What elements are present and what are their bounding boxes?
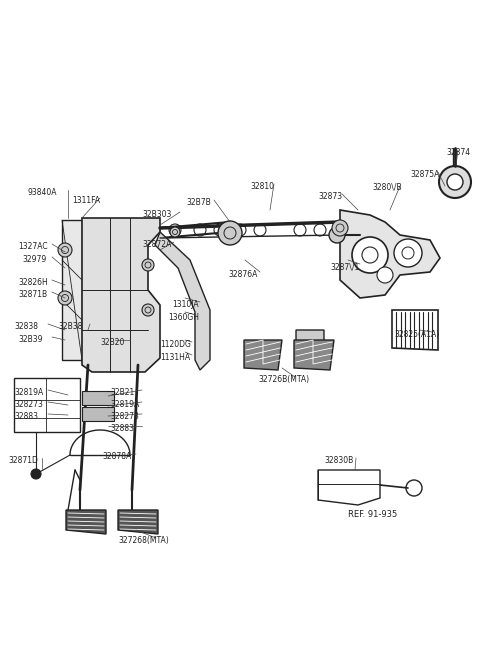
Text: 32873: 32873: [318, 192, 342, 201]
Text: REF. 91-935: REF. 91-935: [348, 510, 397, 519]
Polygon shape: [155, 232, 210, 370]
Text: 32883: 32883: [110, 424, 134, 433]
Text: 32B20: 32B20: [100, 338, 124, 347]
Text: 93840A: 93840A: [28, 188, 58, 197]
Text: 32810: 32810: [250, 182, 274, 191]
Circle shape: [142, 259, 154, 271]
Text: 32871B: 32871B: [18, 290, 47, 299]
Text: 1120DG: 1120DG: [160, 340, 191, 349]
Circle shape: [31, 469, 41, 479]
Text: 3280\/B: 3280\/B: [372, 183, 402, 192]
Text: 328273: 328273: [14, 400, 43, 409]
Text: 1131HA: 1131HA: [160, 353, 190, 362]
Text: 32874: 32874: [446, 148, 470, 157]
Text: 32875A: 32875A: [410, 170, 439, 179]
Text: 32819A: 32819A: [14, 388, 43, 397]
Text: 32726B(MTA): 32726B(MTA): [258, 375, 309, 384]
Text: 32883: 32883: [14, 412, 38, 421]
Text: 32B21: 32B21: [110, 388, 134, 397]
Circle shape: [329, 227, 345, 243]
Circle shape: [447, 174, 463, 190]
Polygon shape: [82, 407, 114, 421]
Text: 3287\/1: 3287\/1: [330, 262, 359, 271]
Text: 1360GH: 1360GH: [168, 313, 199, 322]
Circle shape: [58, 243, 72, 257]
Circle shape: [142, 304, 154, 316]
Circle shape: [394, 239, 422, 267]
Polygon shape: [82, 391, 114, 405]
Text: 32B38: 32B38: [58, 322, 83, 331]
Circle shape: [58, 291, 72, 305]
Text: 32B303: 32B303: [142, 210, 171, 219]
Polygon shape: [82, 218, 160, 372]
Polygon shape: [340, 210, 440, 298]
Text: 32830B: 32830B: [324, 456, 353, 465]
Text: 328273: 328273: [110, 412, 139, 421]
Circle shape: [439, 166, 471, 198]
Circle shape: [352, 237, 388, 273]
Circle shape: [218, 221, 242, 245]
Polygon shape: [296, 330, 324, 362]
Polygon shape: [244, 340, 282, 370]
Text: 32826H: 32826H: [18, 278, 48, 287]
Text: 32825(A1A): 32825(A1A): [394, 330, 439, 339]
Text: 32872A: 32872A: [142, 240, 171, 249]
Text: 32B39: 32B39: [18, 335, 43, 344]
Polygon shape: [62, 220, 82, 360]
Text: 327268(MTA): 327268(MTA): [118, 536, 169, 545]
Circle shape: [170, 227, 180, 237]
Circle shape: [332, 220, 348, 236]
Text: 32876A: 32876A: [228, 270, 257, 279]
Text: 32878A: 32878A: [102, 452, 131, 461]
Polygon shape: [66, 510, 106, 534]
Text: 32819A: 32819A: [110, 400, 139, 409]
Polygon shape: [294, 340, 334, 370]
Text: 1311FA: 1311FA: [72, 196, 100, 205]
Circle shape: [377, 267, 393, 283]
Polygon shape: [118, 510, 158, 534]
Text: 1327AC: 1327AC: [18, 242, 48, 251]
Text: 32B7B: 32B7B: [186, 198, 211, 207]
Text: 1310JA: 1310JA: [172, 300, 199, 309]
Text: 32871D: 32871D: [8, 456, 38, 465]
Text: 32979: 32979: [22, 255, 46, 264]
Text: 32838: 32838: [14, 322, 38, 331]
